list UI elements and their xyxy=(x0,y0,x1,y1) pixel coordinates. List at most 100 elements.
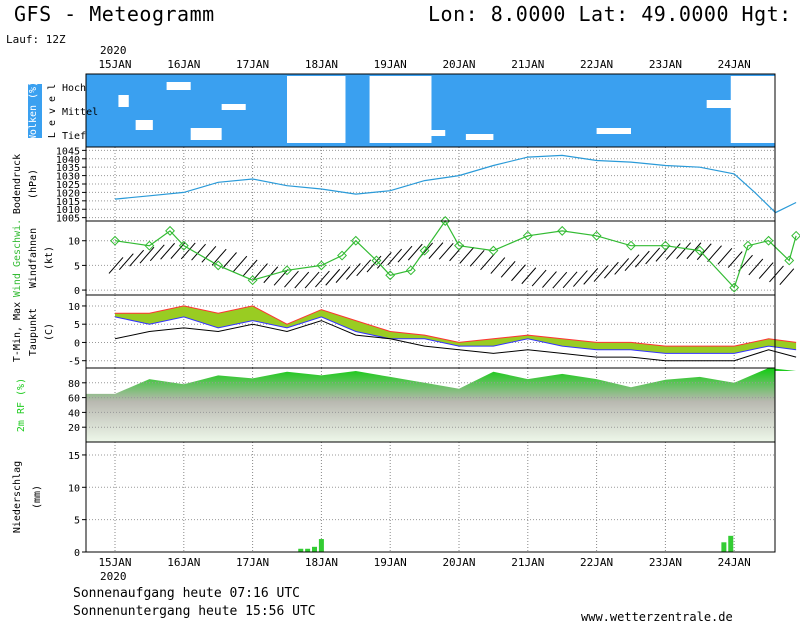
precip-tick-label: 15 xyxy=(68,451,80,462)
precip-bar xyxy=(298,548,304,552)
pressure-tick-label: 1045 xyxy=(56,146,80,157)
temperature-tick-label: 10 xyxy=(68,302,80,313)
humidity-tick-label: 20 xyxy=(68,423,80,434)
wind-barb xyxy=(170,242,186,259)
wind-barb xyxy=(717,247,733,265)
wind-barb xyxy=(480,253,495,271)
wind-barb xyxy=(108,257,124,274)
pressure-line xyxy=(114,154,797,214)
wind-barb xyxy=(624,254,640,272)
wind-speed-point xyxy=(591,230,602,241)
precip-tick-label: 10 xyxy=(68,483,80,494)
wind-barb xyxy=(583,268,599,285)
date-tick-bottom: 21JAN xyxy=(511,556,544,569)
wind-speed-point xyxy=(405,265,416,276)
cloud-gap xyxy=(135,120,153,130)
date-tick-bottom: 18JAN xyxy=(305,556,338,569)
date-tick-top: 22JAN xyxy=(580,58,613,71)
wind-speed-point xyxy=(350,235,361,246)
pressure-tick-label: 1015 xyxy=(56,197,80,208)
wind-tick-label: 0 xyxy=(74,286,80,297)
temperature-range-area xyxy=(115,305,797,354)
wind-barb xyxy=(696,243,712,261)
precip-ylabel: Niederschlag xyxy=(12,461,23,533)
date-tick-top: 23JAN xyxy=(649,58,682,71)
wind-speed-point xyxy=(763,235,774,246)
level-mid: Mittel xyxy=(62,107,98,118)
wind-barb xyxy=(356,259,372,277)
cloud-gap xyxy=(465,134,494,140)
cloud-gap xyxy=(706,100,735,108)
wind-barb xyxy=(500,260,516,278)
temperature-tick-label: 0 xyxy=(74,338,80,349)
date-tick-top: 20JAN xyxy=(442,58,475,71)
wind-speed-point xyxy=(371,255,382,266)
wind-barb xyxy=(232,255,248,273)
cloud-legend-swatch xyxy=(28,84,42,138)
wind-speed-point xyxy=(488,245,499,256)
wind-barb xyxy=(665,243,681,260)
wind-speed-point xyxy=(110,235,120,246)
wind-barb xyxy=(242,259,258,277)
wind-barb xyxy=(222,252,237,269)
level-high: Hoch xyxy=(62,83,86,94)
wind-barb xyxy=(469,249,485,267)
wind-speed-point xyxy=(784,255,795,266)
cloud-gap xyxy=(424,130,446,136)
source-link[interactable]: www.wetterzentrale.de xyxy=(581,610,733,624)
pressure-tick-label: 1010 xyxy=(56,205,80,216)
year-top: 2020 xyxy=(100,44,127,57)
cloud-clear-spell xyxy=(730,76,790,143)
wind-barb xyxy=(758,262,774,279)
wind-barb xyxy=(438,242,454,260)
location-info: Lon: 8.0000 Lat: 49.0000 Hgt: 18 xyxy=(428,2,800,26)
wind-barb xyxy=(201,245,217,263)
wind-speed-point xyxy=(213,260,224,271)
wind-barb xyxy=(531,269,547,287)
date-tick-top: 15JAN xyxy=(98,58,131,71)
wind-speed-point xyxy=(419,245,430,256)
wind-barb xyxy=(727,251,743,268)
wind-barb xyxy=(573,270,588,287)
wind-barb xyxy=(634,250,650,268)
wind-barb xyxy=(325,268,341,286)
wind-speed-point xyxy=(247,275,258,286)
humidity-tick-label: 40 xyxy=(68,408,80,419)
wind-barb xyxy=(180,242,196,260)
precip-bar xyxy=(318,539,324,552)
wind-barb xyxy=(253,263,268,280)
cloud-gap xyxy=(221,104,246,110)
precip-bar xyxy=(721,542,727,552)
wind-barb-label: Windfahnen xyxy=(28,228,39,288)
date-tick-bottom: 22JAN xyxy=(580,556,613,569)
wind-barb xyxy=(304,271,320,289)
wind-barb xyxy=(118,253,134,270)
wind-speed-point xyxy=(454,240,464,251)
temperature-unit: (C) xyxy=(44,323,55,341)
wind-barb xyxy=(129,249,145,267)
wind-barb xyxy=(387,248,403,266)
wind-barb xyxy=(160,242,175,260)
date-tick-bottom: 15JAN xyxy=(98,556,131,569)
wind-barb xyxy=(552,271,568,289)
humidity-area xyxy=(86,368,797,442)
wind-speed-point xyxy=(337,250,347,261)
wind-tick-label: 5 xyxy=(74,261,80,272)
precip-tick-label: 0 xyxy=(74,548,80,559)
wind-barb xyxy=(676,242,691,260)
dewpoint-label: Taupunkt xyxy=(28,308,39,356)
wind-speed-point xyxy=(316,260,327,271)
level-low: Tief xyxy=(62,131,86,142)
date-tick-top: 21JAN xyxy=(511,58,544,71)
wind-barb xyxy=(542,271,557,288)
wind-tick-label: 10 xyxy=(68,237,80,248)
precip-tick-label: 5 xyxy=(74,516,80,527)
wind-speed-point xyxy=(626,240,636,251)
wind-barb xyxy=(779,268,795,286)
temperature-tick-label: -5 xyxy=(68,357,80,368)
date-tick-top: 19JAN xyxy=(374,58,407,71)
wind-barb xyxy=(707,245,722,262)
date-tick-bottom: 17JAN xyxy=(236,556,269,569)
wind-barb xyxy=(407,243,423,261)
